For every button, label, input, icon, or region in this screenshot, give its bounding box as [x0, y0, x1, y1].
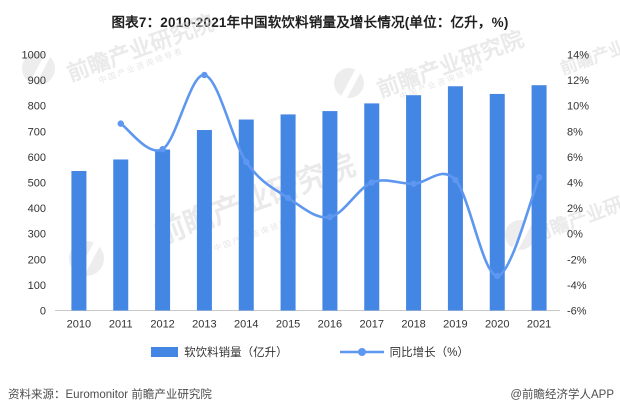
x-axis-label: 2019: [443, 319, 467, 331]
left-axis-tick: 300: [28, 229, 46, 241]
line-dot-2011: [117, 120, 124, 127]
chart-title: 图表7：2010-2021年中国软饮料销量及增长情况(单位：亿升，%): [111, 15, 509, 30]
left-axis-tick: 900: [28, 75, 46, 87]
x-axis-label: 2012: [150, 319, 174, 331]
right-axis-tick: 2%: [567, 203, 583, 215]
bar-2019: [447, 86, 463, 311]
line-dot-2014: [243, 158, 250, 166]
x-axis-label: 2014: [234, 319, 258, 331]
right-axis-tick: -6%: [567, 306, 587, 318]
bar-2018: [406, 95, 422, 311]
line-dot-2015: [284, 194, 292, 202]
bar-2020: [489, 93, 505, 311]
bar-2016: [322, 111, 338, 311]
x-axis-label: 2015: [276, 319, 300, 331]
right-axis-tick: 12%: [567, 75, 589, 87]
right-axis-tick: -4%: [567, 280, 587, 292]
x-axis-label: 2021: [527, 319, 551, 331]
x-axis-label: 2018: [401, 319, 425, 331]
right-axis-tick: -2%: [567, 254, 587, 266]
left-axis-tick: 0: [40, 306, 46, 318]
left-axis-tick: 1000: [22, 50, 46, 62]
x-axis-label: 2011: [109, 319, 133, 331]
line-dot-2021: [535, 174, 543, 181]
right-axis-tick: 8%: [567, 126, 583, 138]
bar-2010: [71, 170, 87, 311]
chart-canvas: 0 100 200 300 400 500 600 700 800 900 1000 -6% -4% -2…: [22, 50, 590, 331]
left-axis-tick: 200: [28, 254, 46, 266]
legend-label-sales: 软饮料销量（亿升）: [184, 347, 288, 359]
x-axis-label: 2020: [485, 319, 509, 331]
chart-legend: 软饮料销量（亿升） 同比增长（%）: [0, 344, 620, 360]
line-dot-2013: [201, 71, 208, 79]
left-axis-tick: 500: [28, 178, 46, 190]
line-series-swatch-icon: [339, 348, 384, 356]
line-dot-2012: [159, 146, 166, 153]
legend-label-growth: 同比增长（%）: [389, 347, 469, 359]
right-axis-tick: 14%: [567, 50, 589, 62]
right-axis-tick: 0%: [567, 229, 583, 241]
bar-2021: [531, 85, 547, 311]
bar-2013: [196, 130, 212, 311]
bar-2015: [280, 114, 296, 311]
x-axis-label: 2016: [318, 319, 342, 331]
left-axis-tick: 700: [28, 126, 46, 138]
line-dot-2018: [410, 180, 417, 187]
footer-source: 资料来源：Euromonitor 前瞻产业研究院: [8, 389, 212, 401]
legend-item-growth: 同比增长（%）: [339, 344, 469, 360]
line-dot-2019: [452, 176, 459, 184]
footer-credit: @前瞻经济学人APP: [510, 389, 614, 401]
left-axis-tick: 100: [28, 280, 46, 292]
left-axis-tick: 600: [28, 152, 46, 164]
line-dot-2017: [368, 179, 375, 186]
left-axis-tick: 800: [28, 101, 46, 113]
x-axis-label: 2013: [192, 319, 216, 331]
bar-2011: [113, 159, 129, 311]
bar-series-swatch-icon: [151, 347, 179, 357]
x-axis-label: 2010: [67, 319, 91, 331]
bar-2017: [364, 103, 380, 311]
bar-2012: [155, 149, 171, 311]
right-axis-tick: 6%: [567, 152, 583, 164]
left-axis-tick: 400: [28, 203, 46, 215]
legend-item-sales: 软饮料销量（亿升）: [151, 344, 288, 360]
right-axis-tick: 4%: [567, 178, 583, 190]
x-axis-label: 2017: [360, 319, 384, 331]
line-dot-2020: [494, 272, 501, 280]
bar-2014: [238, 119, 254, 311]
line-dot-2016: [326, 213, 334, 221]
right-axis-tick: 10%: [567, 101, 589, 113]
